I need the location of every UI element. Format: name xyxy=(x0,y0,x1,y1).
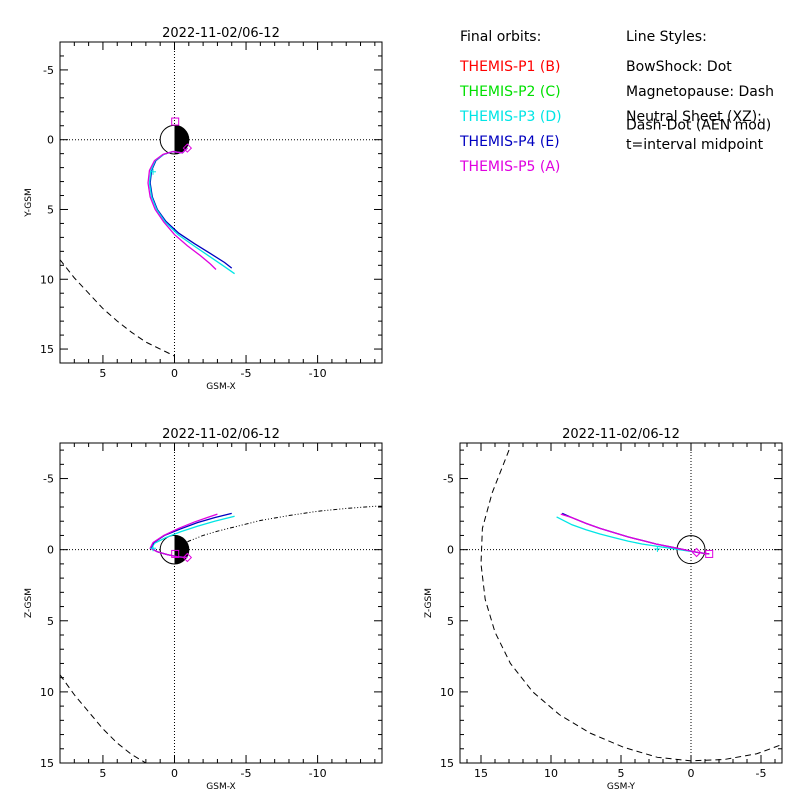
x-tick-label: -5 xyxy=(756,767,767,780)
y-tick-label: 10 xyxy=(440,686,454,699)
x-tick-label: 5 xyxy=(99,367,106,380)
magnetopause-line xyxy=(480,449,782,762)
orbit-themis-p5-a- xyxy=(147,147,217,270)
x-tick-label: 5 xyxy=(618,767,625,780)
plot-area xyxy=(60,42,382,363)
plot-yz: 2022-11-02/06-12 15 10 5 0 -5 -5 0 5 10 15 GSM-Y Z-G… xyxy=(424,427,783,792)
x-tick-label: 10 xyxy=(544,767,558,780)
x-tick-label: 0 xyxy=(171,367,178,380)
orbit-themis-p3-d- xyxy=(556,516,710,555)
legend-probe-2: THEMIS-P2 (C) xyxy=(459,84,561,100)
plot-frame xyxy=(59,442,383,764)
y-axis-label: Y-GSM xyxy=(24,188,34,217)
x-tick-label: -10 xyxy=(309,367,327,380)
neutral-sheet-line xyxy=(174,505,382,551)
legend-style-line-3: Neutral Sheet (XZ): xyxy=(626,109,762,125)
orbit-themis-p4-e- xyxy=(561,512,710,555)
legend-probe-5: THEMIS-P5 (A) xyxy=(459,159,560,175)
y-tick-label: -5 xyxy=(43,473,54,486)
marker-diamond xyxy=(691,547,702,558)
legend-probe-1: THEMIS-P1 (B) xyxy=(459,59,560,75)
legend-style-line-5: t=interval midpoint xyxy=(626,137,764,153)
earth-night-side xyxy=(174,535,189,564)
x-tick-label: 15 xyxy=(474,767,488,780)
legend: Final orbits: THEMIS-P1 (B) THEMIS-P2 (C)… xyxy=(459,29,774,175)
x-tick-label: -10 xyxy=(309,767,327,780)
legend-style-line-4: Dash-Dot (AEN mod) xyxy=(626,118,771,134)
plot-frame xyxy=(459,442,783,764)
legend-style-line-2: Magnetopause: Dash xyxy=(626,84,774,100)
y-tick-label: 0 xyxy=(447,544,454,557)
legend-probe-3: THEMIS-P3 (D) xyxy=(459,109,562,125)
x-axis-label: GSM-X xyxy=(206,382,235,392)
plot-xy: 2022-11-02/06-12 5 0 -5 -10 -5 0 5 10 15 GSM-X Y-GS… xyxy=(24,26,383,392)
y-tick-label: 10 xyxy=(40,273,54,286)
legend-probe-list: THEMIS-P1 (B) THEMIS-P2 (C) THEMIS-P3 (D) T… xyxy=(459,59,562,175)
y-axis-label: Z-GSM xyxy=(424,588,434,618)
x-tick-label: 0 xyxy=(171,767,178,780)
legend-style-line-1: BowShock: Dot xyxy=(626,59,732,75)
plot-title: 2022-11-02/06-12 xyxy=(162,427,280,442)
y-tick-label: 5 xyxy=(447,615,454,628)
orbit-themis-p5-a- xyxy=(560,513,710,555)
earth-night-side xyxy=(174,125,189,155)
legend-styles-title: Line Styles: xyxy=(626,29,707,45)
orbit-themis-p5-a- xyxy=(149,513,218,559)
plot-title: 2022-11-02/06-12 xyxy=(562,427,680,442)
x-tick-label: 0 xyxy=(688,767,695,780)
y-tick-label: 5 xyxy=(47,203,54,216)
plot-title: 2022-11-02/06-12 xyxy=(162,26,280,41)
legend-probe-4: THEMIS-P4 (E) xyxy=(459,134,560,150)
marker-diamond xyxy=(182,552,193,563)
y-axis-label: Z-GSM xyxy=(24,588,34,618)
marker-square xyxy=(705,549,714,558)
legend-orbits-title: Final orbits: xyxy=(460,29,541,45)
plot-area xyxy=(460,443,782,763)
y-tick-label: 15 xyxy=(40,343,54,356)
magnetopause-line xyxy=(60,259,175,357)
x-axis-label: GSM-X xyxy=(206,782,235,792)
x-axis-label: GSM-Y xyxy=(607,782,636,792)
magnetopause-line xyxy=(60,674,147,763)
plot-frame xyxy=(59,41,383,364)
y-tick-label: 0 xyxy=(47,134,54,147)
legend-style-list: BowShock: Dot Magnetopause: Dash Neutral S… xyxy=(626,59,774,153)
y-tick-label: -5 xyxy=(443,473,454,486)
marker-square xyxy=(171,549,180,558)
orbit-themis-p4-e- xyxy=(149,147,233,269)
marker-diamond xyxy=(182,143,193,153)
x-tick-label: -5 xyxy=(241,767,252,780)
x-tick-label: 5 xyxy=(99,767,106,780)
y-tick-label: 0 xyxy=(47,544,54,557)
x-tick-label: -5 xyxy=(241,367,252,380)
orbit-themis-p3-d- xyxy=(148,147,235,275)
marker-square xyxy=(171,117,180,126)
y-tick-label: 15 xyxy=(440,757,454,770)
plot-area xyxy=(60,443,382,763)
y-tick-label: -5 xyxy=(43,64,54,77)
y-tick-label: 10 xyxy=(40,686,54,699)
plot-xz: 2022-11-02/06-12 5 0 -5 -10 -5 0 5 10 15 GSM-X Z-GS… xyxy=(24,427,383,792)
y-tick-label: 5 xyxy=(47,615,54,628)
y-tick-label: 15 xyxy=(40,757,54,770)
